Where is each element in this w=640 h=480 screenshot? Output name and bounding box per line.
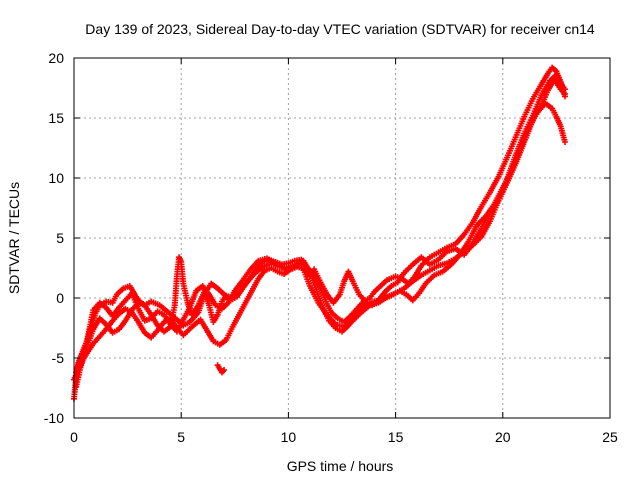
axis-ticks: 0 5 10 15 20 25 -10 -5 0 5 10 15 20 (44, 50, 618, 445)
chart-title: Day 139 of 2023, Sidereal Day-to-day VTE… (85, 21, 595, 37)
grid-lines (74, 58, 610, 418)
data-points (71, 64, 568, 402)
series-track-b (71, 100, 568, 383)
y-tick-label: 5 (56, 230, 64, 246)
series-track-a (71, 64, 568, 402)
data-point (561, 86, 568, 93)
series-track-c (73, 76, 568, 390)
y-tick-label: 10 (48, 170, 64, 186)
x-tick-label: 15 (388, 429, 404, 445)
y-tick-label: -10 (44, 410, 64, 426)
x-tick-label: 5 (177, 429, 185, 445)
y-tick-label: -5 (52, 350, 65, 366)
data-point (561, 139, 568, 145)
x-tick-label: 10 (281, 429, 297, 445)
x-tick-label: 0 (70, 429, 78, 445)
data-point (221, 367, 228, 373)
y-axis-label: SDTVAR / TECUs (6, 182, 22, 294)
x-tick-label: 25 (602, 429, 618, 445)
y-tick-label: 15 (48, 110, 64, 126)
y-tick-label: 0 (56, 290, 64, 306)
series-track-e (214, 362, 228, 376)
x-axis-label: GPS time / hours (287, 458, 394, 474)
x-tick-label: 20 (495, 429, 511, 445)
series-track-d (73, 71, 568, 376)
y-tick-label: 20 (48, 50, 64, 66)
